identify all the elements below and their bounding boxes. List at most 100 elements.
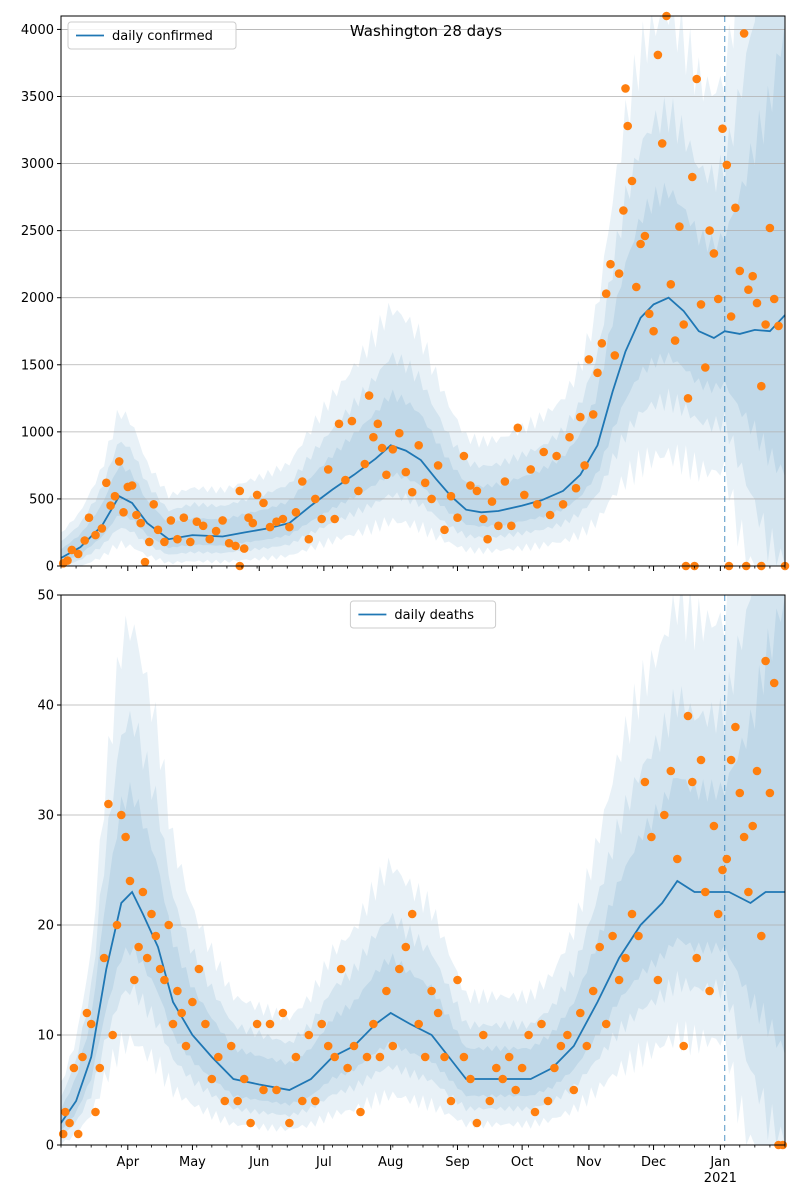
data-point xyxy=(177,1008,186,1018)
data-point xyxy=(401,942,411,952)
data-point xyxy=(744,887,753,897)
data-point xyxy=(479,1030,488,1040)
data-point xyxy=(291,508,301,517)
data-point xyxy=(722,160,732,170)
data-point xyxy=(354,486,363,496)
uncertainty-bands xyxy=(61,16,785,566)
data-point xyxy=(731,203,740,213)
uncertainty-band xyxy=(61,16,785,566)
data-point xyxy=(479,514,488,524)
data-point xyxy=(718,865,727,875)
data-point xyxy=(119,508,128,517)
legend-label: daily confirmed xyxy=(112,29,213,44)
data-point xyxy=(453,975,462,985)
x-tick-label: May xyxy=(179,1155,206,1170)
data-point xyxy=(453,513,462,522)
data-point xyxy=(369,432,378,442)
data-point xyxy=(593,368,602,378)
data-point xyxy=(713,294,723,304)
data-point xyxy=(102,478,111,488)
data-point xyxy=(272,1085,281,1095)
x-axis xyxy=(60,566,786,571)
data-point xyxy=(285,1118,294,1128)
data-point xyxy=(696,300,706,309)
data-point xyxy=(526,465,535,474)
data-point xyxy=(347,416,357,426)
data-point xyxy=(82,1008,92,1018)
data-point xyxy=(130,975,139,985)
data-point xyxy=(375,1052,385,1062)
data-point xyxy=(108,1030,117,1040)
data-point xyxy=(218,516,227,525)
data-point xyxy=(744,285,753,295)
data-point xyxy=(627,909,637,919)
data-point xyxy=(679,1041,688,1051)
data-point xyxy=(582,1041,592,1051)
confirmed-panel: 0 500 1000 1500 2000 2500 3000 3500 4000 Washingt… xyxy=(21,11,790,575)
data-point xyxy=(226,1041,236,1051)
data-point xyxy=(142,953,152,963)
y-tick-label: 1000 xyxy=(21,425,54,440)
data-point xyxy=(330,1052,340,1062)
y-tick-label: 3500 xyxy=(21,90,54,105)
data-point xyxy=(127,481,137,490)
data-point xyxy=(112,920,122,930)
x-tick-label: Nov xyxy=(576,1155,602,1170)
uncertainty-band xyxy=(61,16,785,566)
data-point xyxy=(692,953,701,963)
data-point xyxy=(173,986,182,996)
data-point xyxy=(362,1052,372,1062)
data-point xyxy=(621,84,630,93)
data-point xyxy=(576,412,585,422)
chart-title: Washington 28 days xyxy=(350,22,502,40)
data-point xyxy=(252,490,262,500)
data-point xyxy=(433,1008,443,1018)
data-point xyxy=(106,501,115,510)
data-point xyxy=(427,986,436,996)
data-point xyxy=(181,1041,191,1051)
y-tick-label: 3000 xyxy=(21,157,54,172)
data-point xyxy=(198,521,208,531)
data-point xyxy=(487,497,497,506)
data-point xyxy=(494,521,503,531)
data-point xyxy=(233,1096,242,1106)
data-point xyxy=(395,428,404,438)
data-point xyxy=(395,964,404,974)
data-point xyxy=(558,500,568,509)
data-point xyxy=(588,986,598,996)
data-point xyxy=(377,443,387,453)
data-point xyxy=(304,1030,314,1040)
data-point xyxy=(440,1052,449,1062)
data-point xyxy=(752,298,762,308)
data-point xyxy=(472,1118,482,1128)
data-point xyxy=(761,656,770,666)
data-point xyxy=(653,50,663,60)
data-point xyxy=(597,339,607,348)
data-point xyxy=(336,964,346,974)
data-point xyxy=(356,1107,365,1117)
data-point xyxy=(636,239,645,249)
data-point xyxy=(173,534,182,544)
series-line xyxy=(61,296,785,559)
data-point xyxy=(248,518,258,528)
data-point xyxy=(147,909,156,919)
data-point xyxy=(373,419,383,429)
data-point xyxy=(211,526,221,536)
data-point xyxy=(539,447,548,457)
data-point xyxy=(507,521,516,531)
deaths-panel: 0 10 20 30 40 50 Apr May Jun Jul Aug Sep Oct Nov Dec Ja… xyxy=(37,589,788,1186)
data-point xyxy=(614,269,624,278)
data-point xyxy=(168,1019,178,1029)
data-point xyxy=(673,854,682,864)
data-point xyxy=(91,1107,100,1117)
y-tick-label: 0 xyxy=(46,560,54,575)
data-point xyxy=(99,953,109,963)
data-point xyxy=(132,510,141,520)
y-tick-label: 4000 xyxy=(21,23,54,38)
x-tick-label: Dec xyxy=(641,1155,666,1170)
x-year-label: 2021 xyxy=(704,1171,737,1186)
data-point xyxy=(401,467,411,477)
data-point xyxy=(298,477,307,486)
data-point xyxy=(214,1052,223,1062)
data-point xyxy=(576,1008,585,1018)
